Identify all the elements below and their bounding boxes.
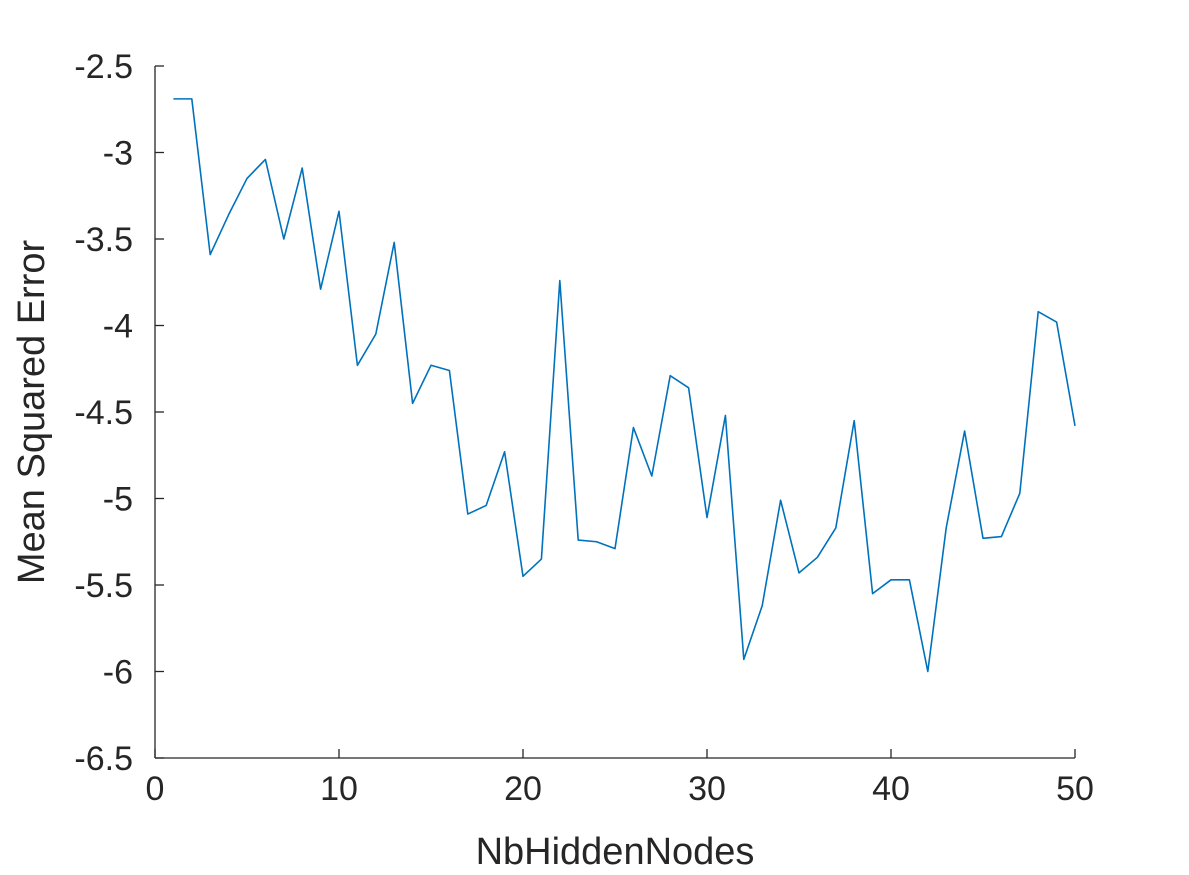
y-tick-label: -5	[103, 481, 133, 519]
y-axis-title: Mean Squared Error	[11, 240, 53, 585]
y-tick-label: -4.5	[74, 394, 133, 432]
axes	[154, 66, 1075, 759]
x-tick-label: 20	[504, 770, 542, 808]
y-ticks: -6.5 -6 -5.5 -5 -4.5 -4 -3.5 -3 -2.5	[74, 48, 164, 778]
x-ticks: 0 10 20 30 40 50	[146, 749, 1094, 808]
x-tick-label: 50	[1056, 770, 1094, 808]
y-tick-label: -4	[103, 308, 133, 346]
x-tick-label: 10	[320, 770, 358, 808]
y-tick-label: -3.5	[74, 221, 133, 259]
x-axis-title: NbHiddenNodes	[476, 831, 755, 873]
y-tick-label: -6	[103, 654, 133, 692]
x-tick-label: 0	[146, 770, 165, 808]
x-tick-label: 40	[872, 770, 910, 808]
y-tick-label: -5.5	[74, 567, 133, 605]
y-tick-label: -3	[103, 135, 133, 173]
series-line	[173, 98, 1076, 673]
x-tick-label: 30	[688, 770, 726, 808]
y-tick-label: -2.5	[74, 48, 133, 86]
y-tick-label: -6.5	[74, 740, 133, 778]
series-lines	[173, 98, 1076, 673]
